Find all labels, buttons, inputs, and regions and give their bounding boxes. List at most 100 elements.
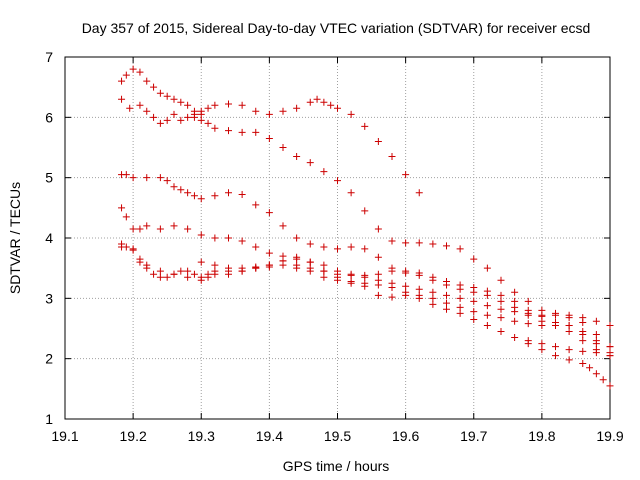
data-point xyxy=(129,174,137,182)
data-point xyxy=(538,340,546,348)
data-point xyxy=(592,340,600,348)
data-point xyxy=(293,153,301,161)
series-s8 xyxy=(197,258,614,360)
data-point xyxy=(320,168,328,176)
data-point xyxy=(306,98,314,106)
data-point xyxy=(156,273,164,281)
data-point xyxy=(313,95,321,103)
y-axis-title: SDTVAR / TECUs xyxy=(7,182,23,294)
data-point xyxy=(306,159,314,167)
data-point xyxy=(150,83,158,91)
data-point xyxy=(497,305,505,313)
y-tick-label: 4 xyxy=(45,230,53,246)
data-point xyxy=(129,245,137,253)
data-point xyxy=(156,174,164,182)
x-tick-label: 19.4 xyxy=(256,428,283,444)
data-point xyxy=(211,234,219,242)
series-s4 xyxy=(118,171,614,351)
data-point xyxy=(374,253,382,261)
data-point xyxy=(156,119,164,127)
data-point xyxy=(429,240,437,248)
data-point xyxy=(552,343,559,351)
data-point xyxy=(511,308,519,316)
data-point xyxy=(334,276,341,284)
data-point xyxy=(265,249,273,257)
data-point xyxy=(118,243,126,251)
data-point xyxy=(415,285,423,293)
data-point xyxy=(579,359,587,367)
series-s5 xyxy=(118,204,614,360)
x-axis-title: GPS time / hours xyxy=(283,458,390,474)
data-point xyxy=(177,267,185,275)
y-tick-label: 7 xyxy=(45,49,53,65)
data-point xyxy=(238,191,246,199)
data-point xyxy=(565,321,573,329)
data-point xyxy=(177,186,185,194)
data-point xyxy=(388,283,396,291)
data-point xyxy=(190,192,198,200)
data-point xyxy=(225,189,232,197)
x-tick-label: 19.3 xyxy=(188,428,215,444)
data-point xyxy=(429,294,437,302)
data-point xyxy=(184,225,192,233)
data-point xyxy=(252,201,260,209)
data-point xyxy=(306,258,314,266)
data-point xyxy=(483,291,491,299)
data-point xyxy=(579,331,587,339)
data-point xyxy=(136,68,144,76)
y-tick-label: 6 xyxy=(45,109,53,125)
data-point xyxy=(361,122,369,130)
data-point xyxy=(347,271,355,279)
data-point xyxy=(334,245,341,253)
x-tick-label: 19.5 xyxy=(324,428,351,444)
data-point xyxy=(579,347,587,355)
data-point xyxy=(136,101,144,109)
data-point xyxy=(524,297,532,305)
data-point xyxy=(170,110,178,118)
data-point xyxy=(265,134,273,142)
data-point xyxy=(197,231,205,239)
data-point xyxy=(443,299,450,307)
data-point xyxy=(293,104,301,112)
data-point xyxy=(252,128,260,136)
data-point xyxy=(265,263,273,271)
data-point xyxy=(320,243,328,251)
data-point xyxy=(177,98,185,106)
data-point xyxy=(483,302,491,310)
data-point xyxy=(443,305,450,313)
data-point xyxy=(211,124,219,132)
data-point xyxy=(320,98,328,106)
data-point xyxy=(565,356,573,364)
data-point xyxy=(565,328,573,336)
data-point xyxy=(211,101,219,109)
data-point xyxy=(347,110,355,118)
data-point xyxy=(122,71,130,79)
data-point xyxy=(511,288,519,296)
data-point xyxy=(538,311,546,319)
data-point xyxy=(197,116,205,124)
data-point xyxy=(334,177,341,185)
data-point xyxy=(565,314,573,322)
data-point xyxy=(306,267,314,275)
series-s6 xyxy=(118,240,614,351)
data-point xyxy=(163,177,171,185)
data-point xyxy=(374,137,382,145)
data-point xyxy=(347,279,355,287)
data-point xyxy=(143,77,151,85)
data-point xyxy=(470,297,478,305)
data-point xyxy=(118,95,126,103)
x-tick-label: 19.1 xyxy=(51,428,78,444)
data-point xyxy=(118,204,126,212)
data-point xyxy=(524,309,532,317)
data-point xyxy=(606,343,614,351)
data-point xyxy=(347,189,355,197)
data-point xyxy=(143,174,151,182)
series-s7 xyxy=(118,243,614,357)
data-point xyxy=(156,267,164,275)
data-point xyxy=(388,293,396,301)
data-point xyxy=(177,116,185,124)
data-point xyxy=(511,297,519,305)
axis-ticks: 19.1 19.2 19.3 19.4 19.5 19.6 19.7 19.8 19.9 1 2 3 4… xyxy=(45,49,624,444)
data-point xyxy=(456,285,464,293)
data-point xyxy=(511,317,519,325)
